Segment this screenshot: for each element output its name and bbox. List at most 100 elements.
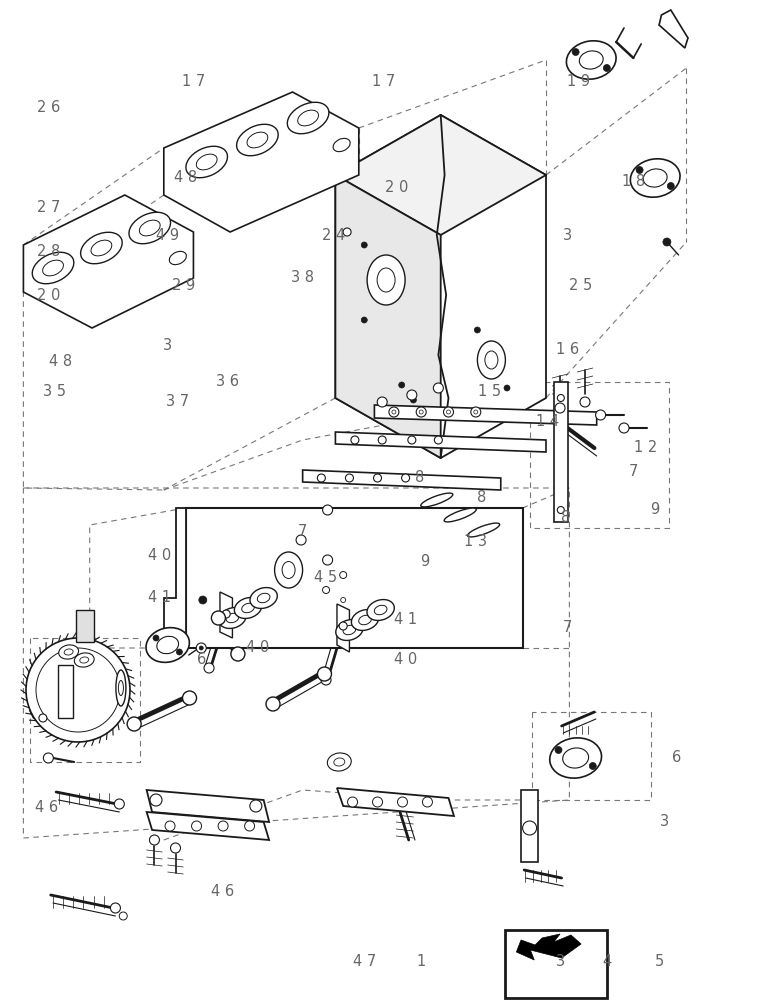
Circle shape [392, 410, 396, 414]
Ellipse shape [477, 341, 505, 379]
Circle shape [604, 64, 610, 72]
Text: 6: 6 [672, 750, 682, 766]
Circle shape [446, 410, 451, 414]
Text: 3 7: 3 7 [166, 394, 190, 410]
Text: 1: 1 [417, 954, 426, 970]
Circle shape [473, 410, 478, 414]
Ellipse shape [444, 508, 477, 522]
Circle shape [317, 474, 325, 482]
Ellipse shape [226, 613, 239, 623]
Text: 4 1: 4 1 [148, 590, 172, 605]
Ellipse shape [359, 615, 371, 625]
Circle shape [389, 407, 399, 417]
Circle shape [444, 407, 453, 417]
Text: 1 5: 1 5 [478, 384, 502, 399]
Circle shape [127, 717, 141, 731]
Circle shape [323, 586, 329, 593]
Polygon shape [335, 175, 441, 458]
Circle shape [296, 535, 306, 545]
Circle shape [340, 572, 346, 578]
Circle shape [361, 242, 367, 248]
Circle shape [555, 746, 562, 754]
Circle shape [339, 622, 347, 630]
Text: 8: 8 [415, 471, 424, 486]
Ellipse shape [298, 110, 318, 126]
Circle shape [36, 648, 120, 732]
Ellipse shape [566, 41, 616, 79]
Circle shape [199, 646, 204, 650]
Circle shape [558, 394, 564, 401]
Circle shape [668, 182, 674, 190]
Text: 8: 8 [561, 510, 570, 526]
Text: 4 0: 4 0 [394, 652, 417, 668]
Circle shape [407, 390, 417, 400]
Text: 4 7: 4 7 [353, 954, 377, 970]
Circle shape [197, 643, 206, 653]
Circle shape [619, 423, 629, 433]
Circle shape [39, 714, 47, 722]
Ellipse shape [32, 252, 74, 284]
Ellipse shape [257, 593, 270, 603]
Circle shape [323, 555, 332, 565]
Text: 8: 8 [477, 490, 487, 506]
Polygon shape [516, 934, 581, 960]
Text: 3 5: 3 5 [43, 384, 66, 399]
Polygon shape [58, 665, 73, 718]
Ellipse shape [119, 680, 123, 696]
Circle shape [555, 403, 565, 413]
Circle shape [165, 821, 175, 831]
Text: 6: 6 [197, 652, 206, 668]
Polygon shape [337, 604, 349, 652]
Ellipse shape [58, 645, 79, 659]
Ellipse shape [169, 251, 186, 265]
Polygon shape [186, 508, 523, 648]
Ellipse shape [328, 753, 351, 771]
Text: 3: 3 [563, 228, 573, 242]
Ellipse shape [644, 169, 667, 187]
Polygon shape [23, 195, 193, 328]
Text: 1 4: 1 4 [536, 414, 559, 430]
Text: 3: 3 [555, 954, 565, 970]
Text: 2 0: 2 0 [385, 180, 408, 196]
Circle shape [474, 327, 480, 333]
Ellipse shape [236, 124, 278, 156]
Circle shape [558, 506, 564, 514]
Circle shape [321, 675, 331, 685]
Ellipse shape [420, 493, 453, 507]
Circle shape [423, 797, 432, 807]
Ellipse shape [80, 657, 89, 663]
Circle shape [378, 397, 387, 407]
Polygon shape [76, 610, 94, 642]
Circle shape [471, 407, 480, 417]
Ellipse shape [275, 552, 303, 588]
Circle shape [361, 317, 367, 323]
Circle shape [374, 474, 381, 482]
Polygon shape [164, 92, 359, 232]
Circle shape [153, 635, 159, 641]
Circle shape [573, 48, 579, 55]
Circle shape [204, 663, 214, 673]
Text: 3: 3 [163, 338, 172, 353]
Polygon shape [659, 10, 688, 48]
Ellipse shape [218, 608, 246, 628]
Text: 4 8: 4 8 [174, 170, 197, 186]
Text: 2 6: 2 6 [37, 101, 60, 115]
Circle shape [399, 382, 405, 388]
Text: 3 8: 3 8 [291, 270, 314, 286]
Text: 1 9: 1 9 [567, 75, 590, 90]
Polygon shape [335, 432, 546, 452]
Ellipse shape [250, 588, 278, 608]
Circle shape [231, 647, 245, 661]
Circle shape [111, 903, 120, 913]
Text: 7: 7 [298, 524, 307, 540]
Circle shape [410, 397, 417, 403]
Text: 4 0: 4 0 [246, 641, 269, 656]
Ellipse shape [580, 51, 603, 69]
Ellipse shape [334, 758, 345, 766]
Circle shape [398, 797, 407, 807]
Text: 4 0: 4 0 [148, 548, 172, 562]
Ellipse shape [146, 628, 190, 662]
Ellipse shape [64, 649, 73, 655]
Circle shape [596, 410, 605, 420]
Text: 4 1: 4 1 [394, 612, 417, 628]
